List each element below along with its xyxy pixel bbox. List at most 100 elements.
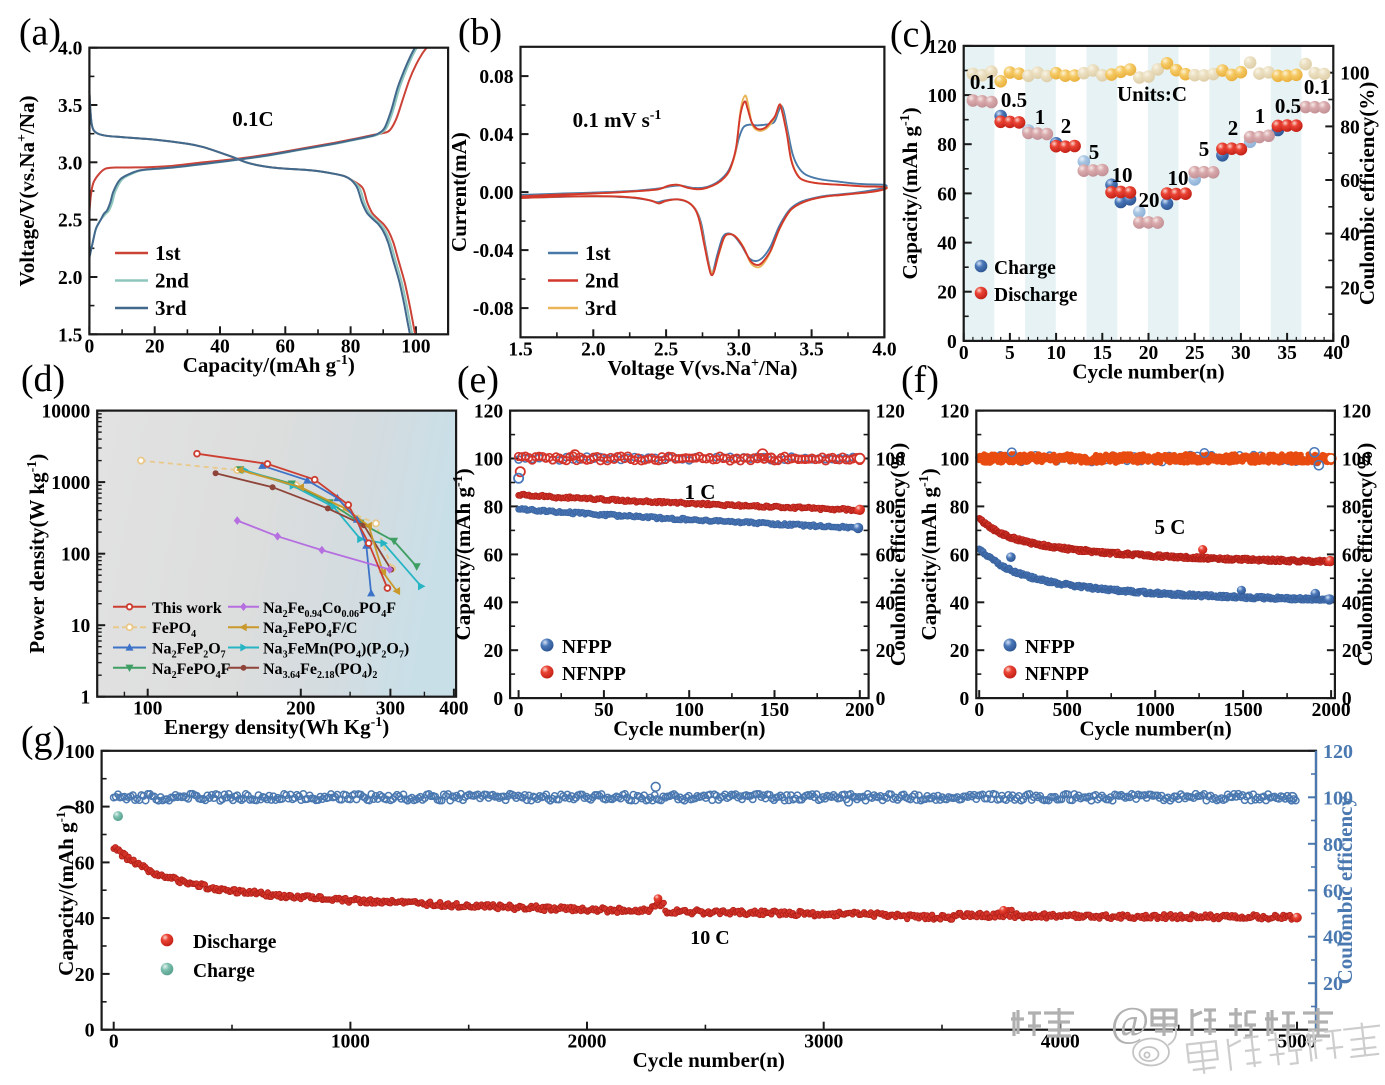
svg-text:Power density(W kg-1​): Power density(W kg-1​) — [25, 454, 49, 654]
svg-text:20: 20 — [1139, 343, 1159, 364]
svg-text:Voltage V(vs.Na+​/Na): Voltage V(vs.Na+​/Na) — [608, 356, 798, 380]
svg-text:40: 40 — [1323, 927, 1343, 949]
svg-text:20: 20 — [484, 641, 504, 662]
svg-text:1000: 1000 — [51, 473, 90, 494]
svg-text:150: 150 — [760, 700, 789, 721]
svg-text:Na2​FePO4​F/C: Na2​FePO4​F/C — [263, 620, 357, 640]
svg-text:Charge: Charge — [193, 961, 255, 982]
svg-text:20: 20 — [1139, 188, 1160, 212]
svg-text:60: 60 — [1342, 545, 1362, 566]
svg-text:40: 40 — [1340, 225, 1360, 246]
svg-text:NFNPP: NFNPP — [562, 664, 626, 685]
svg-text:4.0: 4.0 — [58, 39, 82, 60]
svg-text:3.5: 3.5 — [799, 339, 824, 360]
svg-text:10: 10 — [71, 616, 91, 637]
svg-text:0: 0 — [959, 343, 969, 364]
svg-text:10000: 10000 — [41, 402, 90, 423]
svg-text:0: 0 — [876, 689, 886, 710]
svg-text:40: 40 — [937, 234, 957, 255]
svg-text:100: 100 — [927, 86, 956, 107]
svg-text:80: 80 — [484, 497, 504, 518]
svg-text:Coulombic efficiency(%): Coulombic efficiency(%) — [1353, 443, 1377, 666]
svg-text:Coulombic efficiency: Coulombic efficiency — [1333, 796, 1357, 985]
svg-text:20: 20 — [1340, 278, 1360, 299]
svg-text:40: 40 — [210, 336, 230, 357]
svg-text:NFPP: NFPP — [562, 637, 612, 658]
svg-text:40: 40 — [75, 908, 95, 930]
svg-text:120: 120 — [876, 402, 905, 423]
svg-text:1500: 1500 — [1224, 700, 1263, 721]
svg-text:80: 80 — [876, 497, 896, 518]
svg-text:3.0: 3.0 — [727, 339, 751, 360]
svg-text:0.5: 0.5 — [1275, 94, 1301, 118]
svg-text:5: 5 — [1199, 137, 1210, 161]
svg-text:3rd: 3rd — [585, 296, 617, 320]
svg-text:40: 40 — [876, 593, 896, 614]
svg-text:2.0: 2.0 — [58, 268, 82, 289]
svg-text:-0.04: -0.04 — [473, 241, 514, 262]
svg-text:Current(mA): Current(mA) — [447, 132, 471, 252]
svg-text:40: 40 — [950, 593, 970, 614]
svg-text:60: 60 — [937, 184, 957, 205]
svg-text:(c): (c) — [890, 14, 932, 56]
svg-text:1st: 1st — [585, 241, 611, 265]
svg-text:0.1 mV s-1​: 0.1 mV s-1​ — [573, 108, 662, 132]
svg-text:20: 20 — [876, 641, 896, 662]
svg-text:60: 60 — [276, 336, 296, 357]
svg-text:(e): (e) — [457, 359, 499, 401]
svg-text:1: 1 — [1035, 105, 1046, 129]
svg-text:2: 2 — [1061, 114, 1072, 138]
svg-text:120: 120 — [1342, 402, 1371, 423]
svg-text:0.08: 0.08 — [479, 67, 513, 88]
svg-text:Capacity/(mAh g-1​): Capacity/(mAh g-1​) — [898, 107, 922, 279]
svg-text:Coulombic efficiency(%): Coulombic efficiency(%) — [886, 443, 910, 666]
svg-text:120: 120 — [927, 37, 956, 58]
svg-text:2nd: 2nd — [585, 269, 619, 293]
svg-text:60: 60 — [484, 545, 504, 566]
svg-text:20: 20 — [75, 964, 95, 986]
svg-text:0.5: 0.5 — [1001, 88, 1027, 112]
svg-text:2: 2 — [1228, 116, 1239, 140]
svg-text:Capacity/(mAh g-1​): Capacity/(mAh g-1​) — [183, 353, 355, 377]
svg-text:NFNPP: NFNPP — [1025, 664, 1089, 685]
svg-text:80: 80 — [950, 497, 970, 518]
svg-text:2000: 2000 — [568, 1032, 607, 1053]
svg-text:Units:C: Units:C — [1117, 82, 1187, 106]
svg-text:1000: 1000 — [1136, 700, 1175, 721]
svg-text:(d): (d) — [21, 358, 65, 400]
svg-text:Capacity/(mAh g-1​): Capacity/(mAh g-1​) — [451, 468, 475, 640]
svg-text:@: @ — [1111, 1000, 1150, 1046]
svg-text:100: 100 — [876, 450, 905, 471]
svg-text:100: 100 — [1323, 787, 1353, 809]
svg-text:100: 100 — [133, 699, 162, 720]
svg-text:10: 10 — [1046, 343, 1066, 364]
svg-text:2nd: 2nd — [155, 269, 189, 293]
svg-text:0: 0 — [1342, 689, 1352, 710]
svg-text:-0.08: -0.08 — [473, 299, 514, 320]
svg-text:0: 0 — [85, 1020, 95, 1042]
svg-text:80: 80 — [937, 135, 957, 156]
svg-text:100: 100 — [1342, 450, 1371, 471]
svg-text:0: 0 — [514, 700, 524, 721]
svg-text:40: 40 — [484, 593, 504, 614]
svg-text:2.0: 2.0 — [581, 339, 605, 360]
svg-text:3000: 3000 — [804, 1032, 843, 1053]
svg-text:3rd: 3rd — [155, 296, 187, 320]
svg-text:2000: 2000 — [1312, 700, 1351, 721]
svg-text:3.5: 3.5 — [58, 96, 83, 117]
svg-text:0: 0 — [493, 689, 503, 710]
svg-text:5 C: 5 C — [1155, 515, 1186, 539]
svg-text:Capacity/(mAh g-1​): Capacity/(mAh g-1​) — [53, 805, 78, 976]
svg-text:0: 0 — [947, 332, 957, 353]
svg-text:120: 120 — [1323, 741, 1353, 763]
svg-text:(b): (b) — [458, 12, 502, 54]
svg-text:10 C: 10 C — [690, 927, 729, 949]
svg-text:1000: 1000 — [331, 1032, 370, 1053]
svg-text:15: 15 — [1093, 343, 1113, 364]
svg-text:35: 35 — [1277, 343, 1297, 364]
svg-text:4.0: 4.0 — [872, 339, 896, 360]
svg-text:100: 100 — [940, 450, 969, 471]
svg-text:Energy density(Wh Kg-1​): Energy density(Wh Kg-1​) — [164, 715, 389, 739]
svg-text:10: 10 — [1168, 166, 1189, 190]
svg-text:100: 100 — [1340, 64, 1369, 85]
